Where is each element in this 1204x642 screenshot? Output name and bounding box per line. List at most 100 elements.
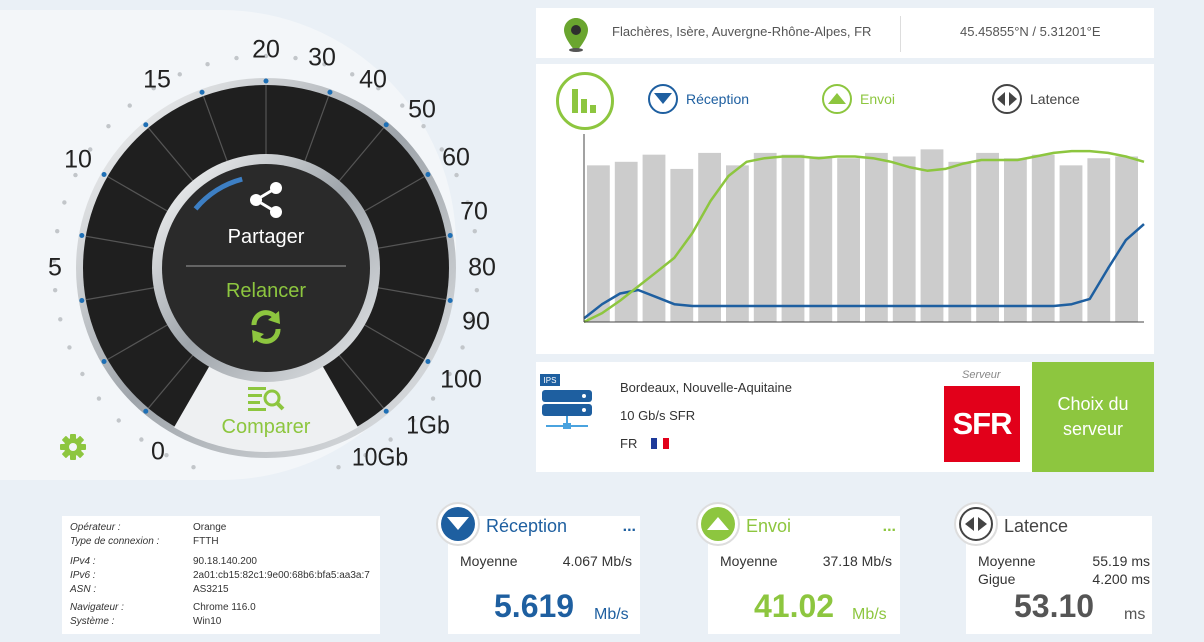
gauge-tick: [447, 297, 453, 303]
restart-label: Relancer: [225, 280, 307, 302]
server-country: FR: [620, 436, 670, 451]
latency-bar: [642, 154, 666, 322]
gauge-scale-label: 30: [308, 43, 336, 72]
scale-dot: [474, 287, 480, 293]
gauge-scale-label: 90: [462, 307, 490, 336]
upload-arrow-icon: [696, 502, 740, 546]
scale-dot: [376, 86, 381, 91]
download-arrow-icon: [436, 502, 480, 546]
ips-label: IPS: [544, 376, 557, 385]
legend-reception-label: Réception: [686, 91, 750, 107]
scale-dot: [400, 103, 405, 108]
chart-panel: Réception Envoi Latence: [536, 64, 1154, 354]
reception-title: Réception: [486, 516, 568, 536]
divider: [900, 16, 901, 52]
compare-icon: [248, 387, 285, 411]
legend-reception[interactable]: Réception: [648, 84, 749, 114]
latence-card: Latence Moyenne 55.19 ms Gigue 4.200 ms 53…: [954, 502, 1152, 634]
scale-dot: [388, 437, 393, 442]
compare-label: Comparer: [221, 416, 311, 438]
gauge-scale-label: 10Gb: [351, 443, 409, 472]
latency-bar: [1087, 158, 1111, 322]
share-label: Partager: [227, 226, 305, 248]
scale-dot: [51, 258, 57, 263]
server-speed: 10 Gb/s SFR: [620, 408, 696, 423]
scale-dot: [177, 72, 182, 77]
envoi-series-line: [583, 149, 1145, 324]
latency-bar: [865, 152, 888, 322]
gauge-tick: [425, 359, 431, 364]
latency-bar: [837, 158, 860, 322]
scale-dot: [52, 287, 58, 293]
latence-title: Latence: [1004, 516, 1069, 536]
share-button[interactable]: Partager: [176, 180, 356, 256]
gauge-tick: [79, 297, 85, 303]
sfr-logo: SFR: [944, 386, 1020, 462]
latency-arrows-icon: [954, 502, 998, 546]
latency-bar: [753, 152, 777, 322]
scale-dot: [447, 371, 452, 377]
speed-chart: [583, 134, 1145, 324]
progress-arc: [193, 176, 243, 211]
legend-latence[interactable]: Latence: [992, 84, 1080, 114]
info-row: ASN : AS3215: [70, 584, 229, 595]
bar-chart-icon[interactable]: [556, 72, 614, 130]
scale-dot: [58, 317, 63, 322]
gauge-scale-label: 20: [252, 35, 280, 64]
envoi-more-button[interactable]: ...: [882, 518, 896, 535]
gauge-scale-label: 40: [359, 65, 387, 94]
gauge-tick: [101, 359, 107, 364]
location-coords: 45.45855°N / 5.31201°E: [960, 24, 1101, 39]
scale-dot: [460, 345, 465, 350]
latence-jitter: Gigue 4.200 ms: [978, 571, 1150, 587]
compare-button[interactable]: Comparer: [200, 384, 332, 444]
scale-dot: [350, 72, 355, 77]
gauge-scale-label: 0: [151, 437, 165, 466]
scale-dot: [293, 55, 298, 61]
latency-bar: [698, 152, 721, 322]
gauge-tick: [101, 172, 107, 177]
scale-dot: [421, 123, 426, 129]
choose-server-button[interactable]: Choix du serveur: [1032, 362, 1154, 472]
latency-bar: [892, 156, 916, 322]
inner-face: [162, 164, 370, 372]
reception-value: 5.619: [494, 588, 575, 624]
latence-average: Moyenne 55.19 ms: [978, 553, 1150, 569]
latency-bar: [1059, 165, 1083, 322]
map-pin-icon: [564, 18, 588, 52]
latency-bar: [1031, 154, 1055, 322]
scale-dot: [191, 465, 196, 470]
scale-dot: [472, 228, 477, 234]
scale-dot: [465, 200, 470, 205]
reception-more-button[interactable]: ...: [622, 518, 636, 535]
server-city: Bordeaux, Nouvelle-Aquitaine: [620, 380, 792, 395]
latency-bar: [614, 161, 638, 322]
info-row: Système : Win10: [70, 616, 222, 627]
latency-bar: [781, 154, 805, 322]
choose-server-label-2: serveur: [1062, 419, 1123, 439]
gauge-tick: [383, 408, 389, 414]
latency-bar: [809, 156, 833, 322]
scale-dot: [139, 437, 144, 442]
latency-bar: [948, 161, 972, 322]
gauge-tick: [199, 89, 205, 95]
gauge-tick: [425, 172, 431, 177]
legend-envoi[interactable]: Envoi: [822, 84, 895, 114]
server-country-code: FR: [620, 436, 638, 451]
gauge-scale-label: 60: [442, 143, 470, 172]
settings-gear-icon[interactable]: [60, 434, 86, 460]
reception-unit: Mb/s: [594, 606, 629, 623]
reception-series-line: [583, 223, 1145, 320]
scale-dot: [127, 103, 132, 108]
server-label: Serveur: [962, 369, 1001, 381]
upload-arrow-icon: [822, 84, 852, 114]
envoi-title: Envoi: [746, 516, 792, 536]
scale-dot: [62, 200, 67, 205]
france-flag-icon: [651, 438, 670, 449]
download-arrow-icon: [648, 84, 678, 114]
location-bar: Flachères, Isère, Auvergne-Rhône-Alpes, …: [536, 8, 1154, 58]
reception-average: Moyenne 4.067 Mb/s: [460, 553, 632, 569]
latency-bar: [976, 152, 999, 322]
restart-button[interactable]: Relancer: [186, 280, 346, 354]
speed-gauge: [51, 53, 481, 470]
